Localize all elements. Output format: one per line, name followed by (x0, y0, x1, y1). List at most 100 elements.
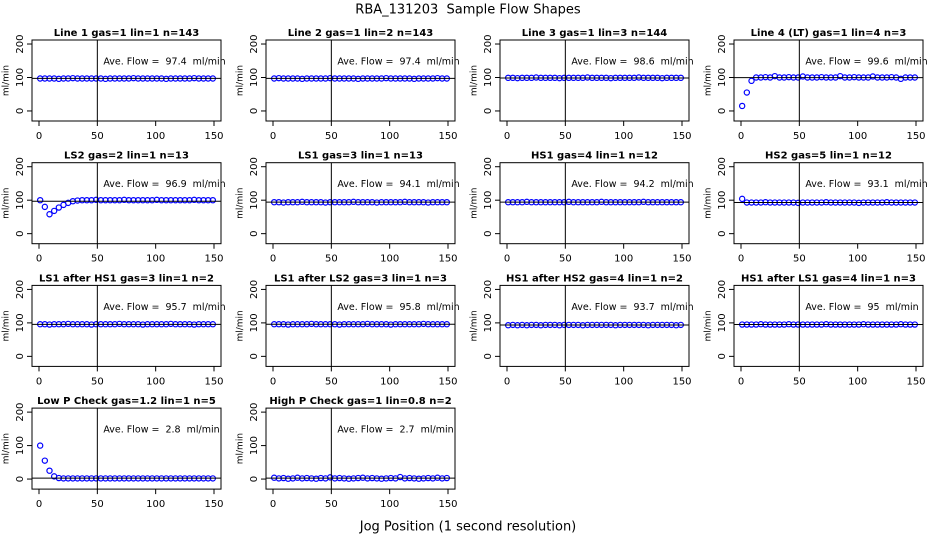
y-tick-label: 200 (249, 157, 260, 176)
x-tick-label: 50 (91, 131, 104, 142)
point (50, 207, 58, 215)
y-tick-label: 100 (483, 191, 494, 210)
y-tick-label: 200 (15, 280, 26, 299)
annotation: Ave. Flow = 2.8 ml/min (103, 425, 219, 436)
x-tick-label: 0 (738, 131, 744, 142)
y-tick-label: 100 (717, 191, 728, 210)
annotation: Ave. Flow = 95.8 ml/min (337, 302, 459, 313)
point (46, 467, 53, 474)
panel-title: HS2 gas=5 lin=1 n=12 (765, 151, 892, 162)
point (41, 457, 49, 464)
plot-box (499, 284, 690, 367)
x-tick-label: 50 (325, 254, 338, 265)
y-axis-label: ml/min (704, 188, 714, 219)
x-tick-label: 150 (906, 131, 925, 142)
plot-box (499, 39, 690, 122)
x-tick-label: 100 (848, 131, 867, 142)
y-tick-label: 200 (483, 280, 494, 299)
y-tick-label: 200 (717, 157, 728, 176)
plot-box (31, 284, 222, 367)
y-tick-label: 100 (717, 68, 728, 87)
panel-title: Line 2 gas=1 lin=2 n=143 (288, 28, 434, 39)
y-tick-label: 200 (249, 280, 260, 299)
x-tick-label: 0 (738, 254, 744, 265)
point (743, 89, 751, 96)
y-tick-label: 100 (249, 313, 260, 332)
point (36, 196, 44, 204)
plot-box (31, 407, 222, 490)
x-tick-label: 100 (848, 376, 867, 387)
x-tick-label: 150 (204, 376, 223, 387)
y-tick-label: 0 (15, 108, 26, 114)
x-tick-label: 0 (270, 376, 276, 387)
y-axis-label: ml/min (470, 310, 480, 341)
point (738, 195, 746, 203)
y-tick-label: 200 (483, 34, 494, 53)
y-axis-label: ml/min (2, 310, 12, 341)
x-tick-label: 150 (438, 131, 457, 142)
y-tick-label: 0 (249, 476, 260, 482)
panel-title: LS2 gas=2 lin=1 n=13 (64, 151, 189, 162)
x-tick-label: 100 (380, 131, 399, 142)
y-tick-label: 200 (15, 34, 26, 53)
x-tick-label: 150 (438, 254, 457, 265)
y-tick-label: 200 (717, 280, 728, 299)
y-axis-label: ml/min (704, 65, 714, 96)
y-tick-label: 0 (717, 108, 728, 114)
annotation: Ave. Flow = 95 ml/min (805, 302, 918, 313)
x-tick-label: 150 (204, 499, 223, 510)
panel-title: LS1 gas=3 lin=1 n=13 (298, 151, 423, 162)
y-tick-label: 100 (717, 313, 728, 332)
x-tick-label: 150 (204, 131, 223, 142)
x-tick-label: 0 (36, 254, 42, 265)
x-tick-label: 50 (793, 131, 806, 142)
y-tick-label: 0 (15, 353, 26, 359)
x-tick-label: 50 (91, 254, 104, 265)
panel-title: Low P Check gas=1.2 lin=1 n=5 (37, 396, 216, 407)
x-tick-label: 0 (36, 131, 42, 142)
y-axis-label: ml/min (2, 65, 12, 96)
plot-box (265, 407, 456, 490)
x-tick-label: 0 (504, 131, 510, 142)
y-tick-label: 0 (483, 353, 494, 359)
annotation: Ave. Flow = 96.9 ml/min (103, 179, 225, 190)
panel-title: HS1 after HS2 gas=4 lin=1 n=2 (506, 273, 683, 284)
y-tick-label: 100 (15, 68, 26, 87)
plot-box (31, 39, 222, 122)
x-tick-label: 0 (36, 499, 42, 510)
y-axis-label: ml/min (236, 188, 246, 219)
annotation: Ave. Flow = 99.6 ml/min (805, 57, 927, 68)
x-tick-label: 0 (270, 499, 276, 510)
y-axis-label: ml/min (704, 310, 714, 341)
x-tick-label: 150 (672, 131, 691, 142)
annotation: Ave. Flow = 95.7 ml/min (103, 302, 225, 313)
y-tick-label: 100 (249, 436, 260, 455)
plot-box (265, 284, 456, 367)
x-tick-label: 50 (559, 376, 572, 387)
x-tick-label: 100 (848, 254, 867, 265)
plot-box (265, 162, 456, 245)
y-tick-label: 200 (249, 34, 260, 53)
annotation: Ave. Flow = 93.7 ml/min (571, 302, 693, 313)
x-tick-label: 100 (614, 254, 633, 265)
panel-title: HS1 gas=4 lin=1 n=12 (531, 151, 658, 162)
x-tick-label: 100 (380, 254, 399, 265)
x-tick-label: 0 (270, 254, 276, 265)
x-tick-label: 50 (559, 131, 572, 142)
x-tick-label: 150 (438, 499, 457, 510)
x-tick-label: 100 (146, 254, 165, 265)
y-axis-label: ml/min (236, 65, 246, 96)
x-tick-label: 100 (380, 499, 399, 510)
y-tick-label: 0 (717, 230, 728, 236)
x-axis-label: Jog Position (1 second resolution) (359, 520, 577, 535)
panel-title: HS1 after LS1 gas=4 lin=1 n=3 (741, 273, 916, 284)
y-axis-label: ml/min (236, 433, 246, 464)
x-tick-label: 0 (504, 376, 510, 387)
plot-box (265, 39, 456, 122)
y-axis-label: ml/min (470, 65, 480, 96)
point (41, 203, 49, 211)
plot-box (733, 39, 924, 122)
panel-title: Line 4 (LT) gas=1 lin=4 n=3 (751, 28, 907, 39)
